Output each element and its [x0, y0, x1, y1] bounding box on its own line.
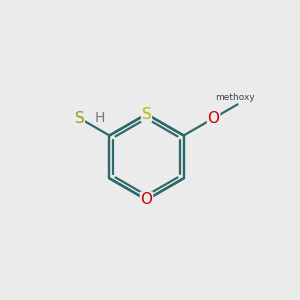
Text: S: S [142, 106, 152, 122]
Text: O: O [208, 111, 220, 126]
Text: S: S [75, 111, 84, 126]
Text: H: H [95, 111, 105, 125]
Text: methoxy: methoxy [216, 93, 255, 102]
Text: O: O [140, 192, 152, 207]
